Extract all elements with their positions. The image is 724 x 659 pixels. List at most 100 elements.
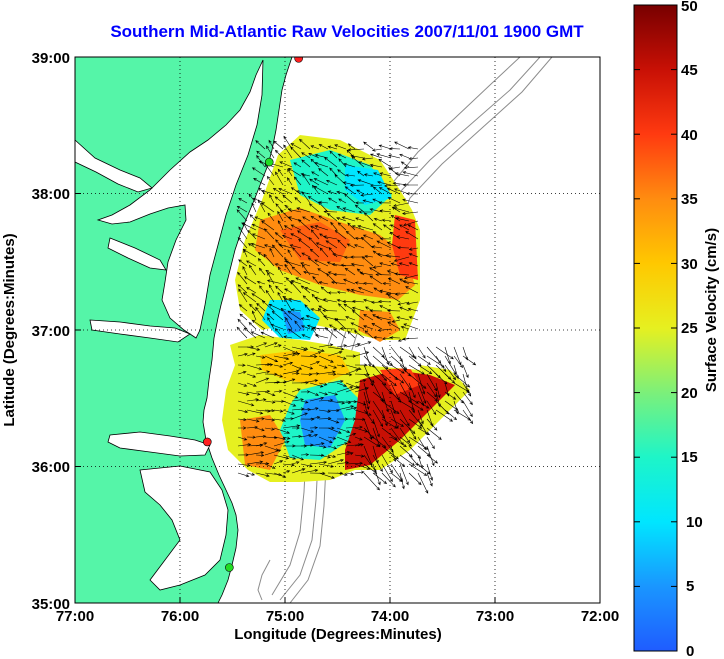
velocity-arrow	[274, 232, 284, 240]
velocity-arrow	[255, 417, 265, 421]
velocity-arrow	[379, 289, 392, 294]
colorbar-tick: 30	[681, 256, 698, 273]
potomac-river	[75, 139, 153, 193]
velocity-arrow	[354, 470, 365, 474]
velocity-arrow	[343, 278, 356, 285]
velocity-arrow	[266, 313, 275, 321]
velocity-arrow	[237, 284, 248, 294]
velocity-arrow	[408, 316, 419, 321]
velocity-arrow	[426, 373, 438, 392]
velocity-arrow	[363, 436, 380, 447]
velocity-arrow	[345, 368, 360, 375]
velocity-arrow	[251, 202, 257, 213]
velocity-arrow	[336, 451, 351, 456]
velocity-arrow	[327, 145, 338, 150]
velocity-arrow	[408, 463, 428, 476]
velocity-arrow	[284, 297, 293, 312]
velocity-arrow	[300, 372, 313, 376]
velocity-arrow	[309, 426, 319, 430]
velocity-arrow	[318, 343, 334, 348]
velocity-arrow	[318, 305, 329, 312]
velocity-arrow	[444, 400, 459, 411]
velocity-arrow	[287, 249, 293, 258]
colorbar-tick: 35	[681, 191, 698, 208]
velocity-arrow	[399, 391, 419, 404]
velocity-arrow	[290, 187, 302, 195]
velocity-arrow	[318, 364, 328, 369]
velocity-arrow	[313, 178, 329, 186]
velocity-arrow	[255, 362, 271, 367]
velocity-arrow	[347, 148, 365, 152]
velocity-arrow	[267, 316, 275, 330]
velocity-arrow	[399, 224, 410, 231]
velocity-arrow	[462, 409, 474, 425]
velocity-arrow	[318, 454, 331, 459]
velocity-arrow	[349, 183, 365, 187]
velocity-arrow	[264, 391, 276, 397]
velocity-arrow	[334, 144, 347, 150]
velocity-arrow	[285, 260, 302, 267]
velocity-arrow	[338, 198, 347, 204]
colorbar-tick: 0	[686, 643, 694, 659]
velocity-arrow	[387, 321, 401, 330]
velocity-arrow	[264, 400, 276, 404]
velocity-arrow	[313, 185, 329, 195]
velocity-arrow	[417, 409, 424, 425]
velocity-arrow	[354, 409, 372, 416]
velocity-arrow	[345, 461, 364, 465]
velocity-arrow	[291, 266, 302, 276]
velocity-arrow	[390, 463, 404, 482]
velocity-arrow	[277, 266, 284, 276]
velocity-arrow	[369, 208, 383, 213]
velocity-arrow	[371, 148, 383, 152]
velocity-arrow	[314, 259, 329, 267]
velocity-arrow	[264, 418, 276, 422]
velocity-arrow	[266, 145, 275, 159]
velocity-arrow	[357, 170, 365, 177]
velocity-arrow	[354, 436, 363, 441]
velocity-arrow	[426, 382, 437, 398]
velocity-arrow	[381, 409, 388, 427]
velocity-arrow	[403, 274, 419, 280]
velocity-arrow	[243, 276, 257, 285]
velocity-arrow	[287, 208, 302, 213]
colorbar-label: Surface Velocity (cm/s)	[703, 228, 720, 392]
velocity-arrow	[249, 214, 257, 222]
velocity-arrow	[237, 400, 255, 407]
velocity-arrow	[288, 297, 302, 303]
velocity-arrow	[291, 461, 300, 465]
velocity-arrow	[371, 323, 383, 330]
velocity-arrow	[263, 253, 275, 267]
velocity-arrow	[354, 387, 369, 393]
velocity-arrow	[292, 247, 302, 258]
velocity-arrow	[337, 222, 347, 231]
velocity-arrow	[237, 417, 247, 422]
velocity-arrow	[300, 354, 318, 359]
velocity-arrow	[274, 149, 284, 159]
velocity-arrow	[273, 373, 284, 378]
velocity-arrow	[325, 240, 338, 249]
velocity-arrow	[302, 295, 311, 303]
velocity-arrow	[402, 171, 419, 177]
velocity-arrow	[237, 426, 247, 430]
velocity-arrow	[260, 331, 275, 339]
velocity-arrow	[269, 194, 275, 204]
velocity-arrow	[237, 363, 246, 367]
velocity-arrow	[381, 427, 398, 441]
velocity-arrow	[237, 436, 248, 441]
station-marker-hatteras	[225, 563, 234, 572]
velocity-arrow	[318, 382, 328, 386]
velocity-arrow	[399, 346, 415, 358]
velocity-arrow	[273, 460, 284, 465]
velocity-arrow	[336, 344, 348, 348]
y-tick-label: 39:00	[32, 50, 70, 67]
grid-lines	[75, 57, 600, 603]
velocity-arrow	[360, 193, 374, 197]
y-tick-label: 38:00	[32, 186, 70, 203]
velocity-arrow	[353, 330, 365, 339]
velocity-arrow	[257, 199, 266, 213]
map-title: Southern Mid-Atlantic Raw Velocities 200…	[110, 22, 584, 41]
velocity-arrow	[396, 316, 410, 321]
velocity-arrow	[354, 379, 367, 384]
